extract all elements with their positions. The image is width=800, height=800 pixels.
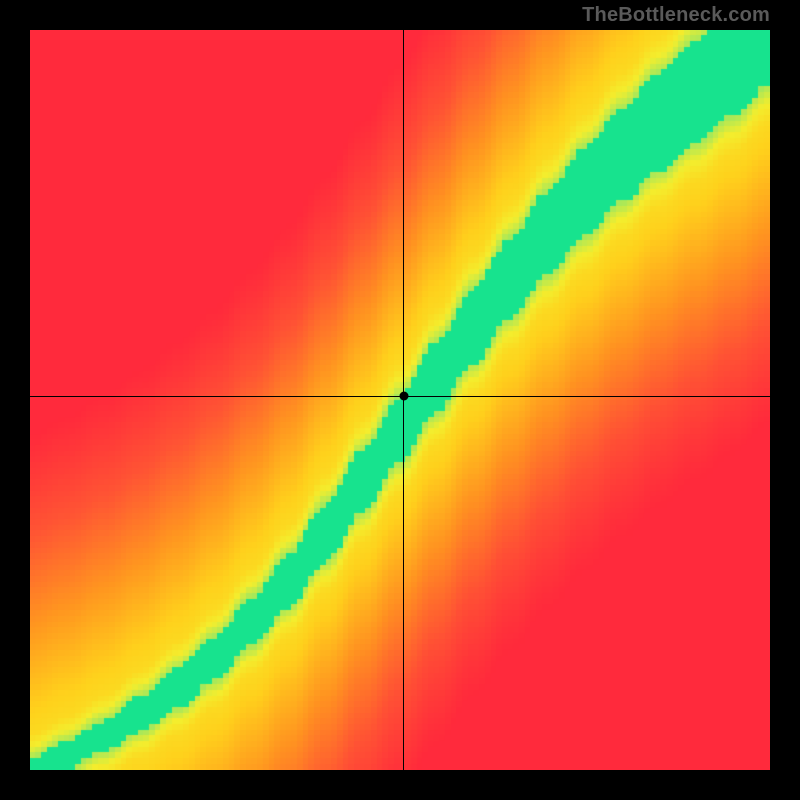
heatmap-plot (30, 30, 770, 770)
crosshair-marker (399, 392, 408, 401)
chart-container: TheBottleneck.com (0, 0, 800, 800)
watermark-text: TheBottleneck.com (582, 4, 770, 27)
heatmap-canvas (30, 30, 770, 770)
